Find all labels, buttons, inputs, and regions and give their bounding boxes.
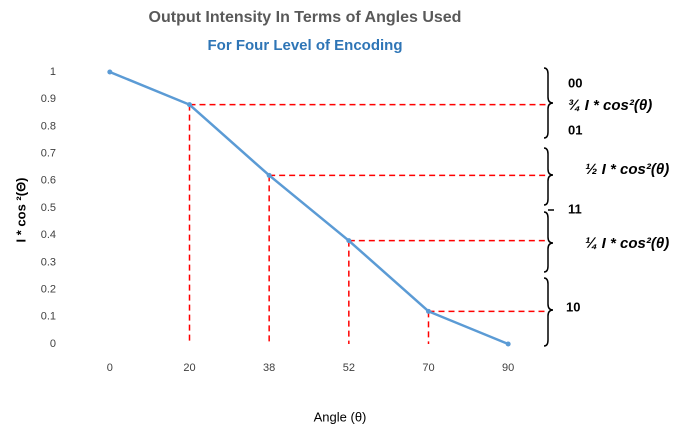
annotation: 01 — [568, 122, 582, 137]
y-tick-label: 0.5 — [41, 202, 56, 214]
y-tick-label: 1 — [50, 66, 56, 78]
point — [187, 102, 192, 108]
point — [266, 172, 272, 178]
y-tick-label: 0.2 — [41, 284, 56, 296]
y-tick-label: 0.9 — [41, 93, 56, 105]
brace — [543, 67, 554, 139]
annotation: ¾ I * cos²(θ) — [568, 97, 652, 114]
brace — [543, 211, 554, 273]
y-tick-label: 0.7 — [41, 148, 56, 160]
y-tick-label: 0 — [50, 338, 56, 350]
x-tick-label: 70 — [422, 362, 434, 374]
point — [426, 308, 431, 314]
annotation: ½ I * cos²(θ) — [585, 161, 669, 178]
y-tick-label: 0.6 — [41, 175, 56, 187]
point — [505, 341, 511, 347]
chart-subtitle: For Four Level of Encoding — [208, 37, 403, 54]
annotation: 10 — [566, 299, 580, 314]
annotation: 11 — [568, 201, 582, 216]
y-axis-label: I * cos ²(Θ) — [13, 177, 28, 242]
x-tick-label: 0 — [107, 362, 113, 374]
chart-title: Output Intensity In Terms of Angles Used — [149, 9, 462, 26]
line — [109, 70, 509, 346]
y-tick-label: 0.1 — [41, 311, 56, 323]
brace — [543, 147, 554, 206]
y-tick-label: 0.3 — [41, 256, 56, 268]
x-tick-label: 20 — [183, 362, 195, 374]
point — [107, 69, 113, 75]
x-tick-label: 38 — [263, 362, 275, 374]
x-tick-label: 90 — [502, 362, 514, 374]
point — [346, 238, 352, 244]
y-tick-label: 0.4 — [41, 229, 56, 241]
annotation: ¼ I * cos²(θ) — [585, 235, 669, 252]
y-tick-label: 0.8 — [41, 120, 56, 132]
annotation: 00 — [568, 75, 582, 90]
x-tick-label: 52 — [343, 362, 355, 374]
x-axis-label: Angle (θ) — [314, 409, 367, 424]
brace — [543, 277, 554, 347]
